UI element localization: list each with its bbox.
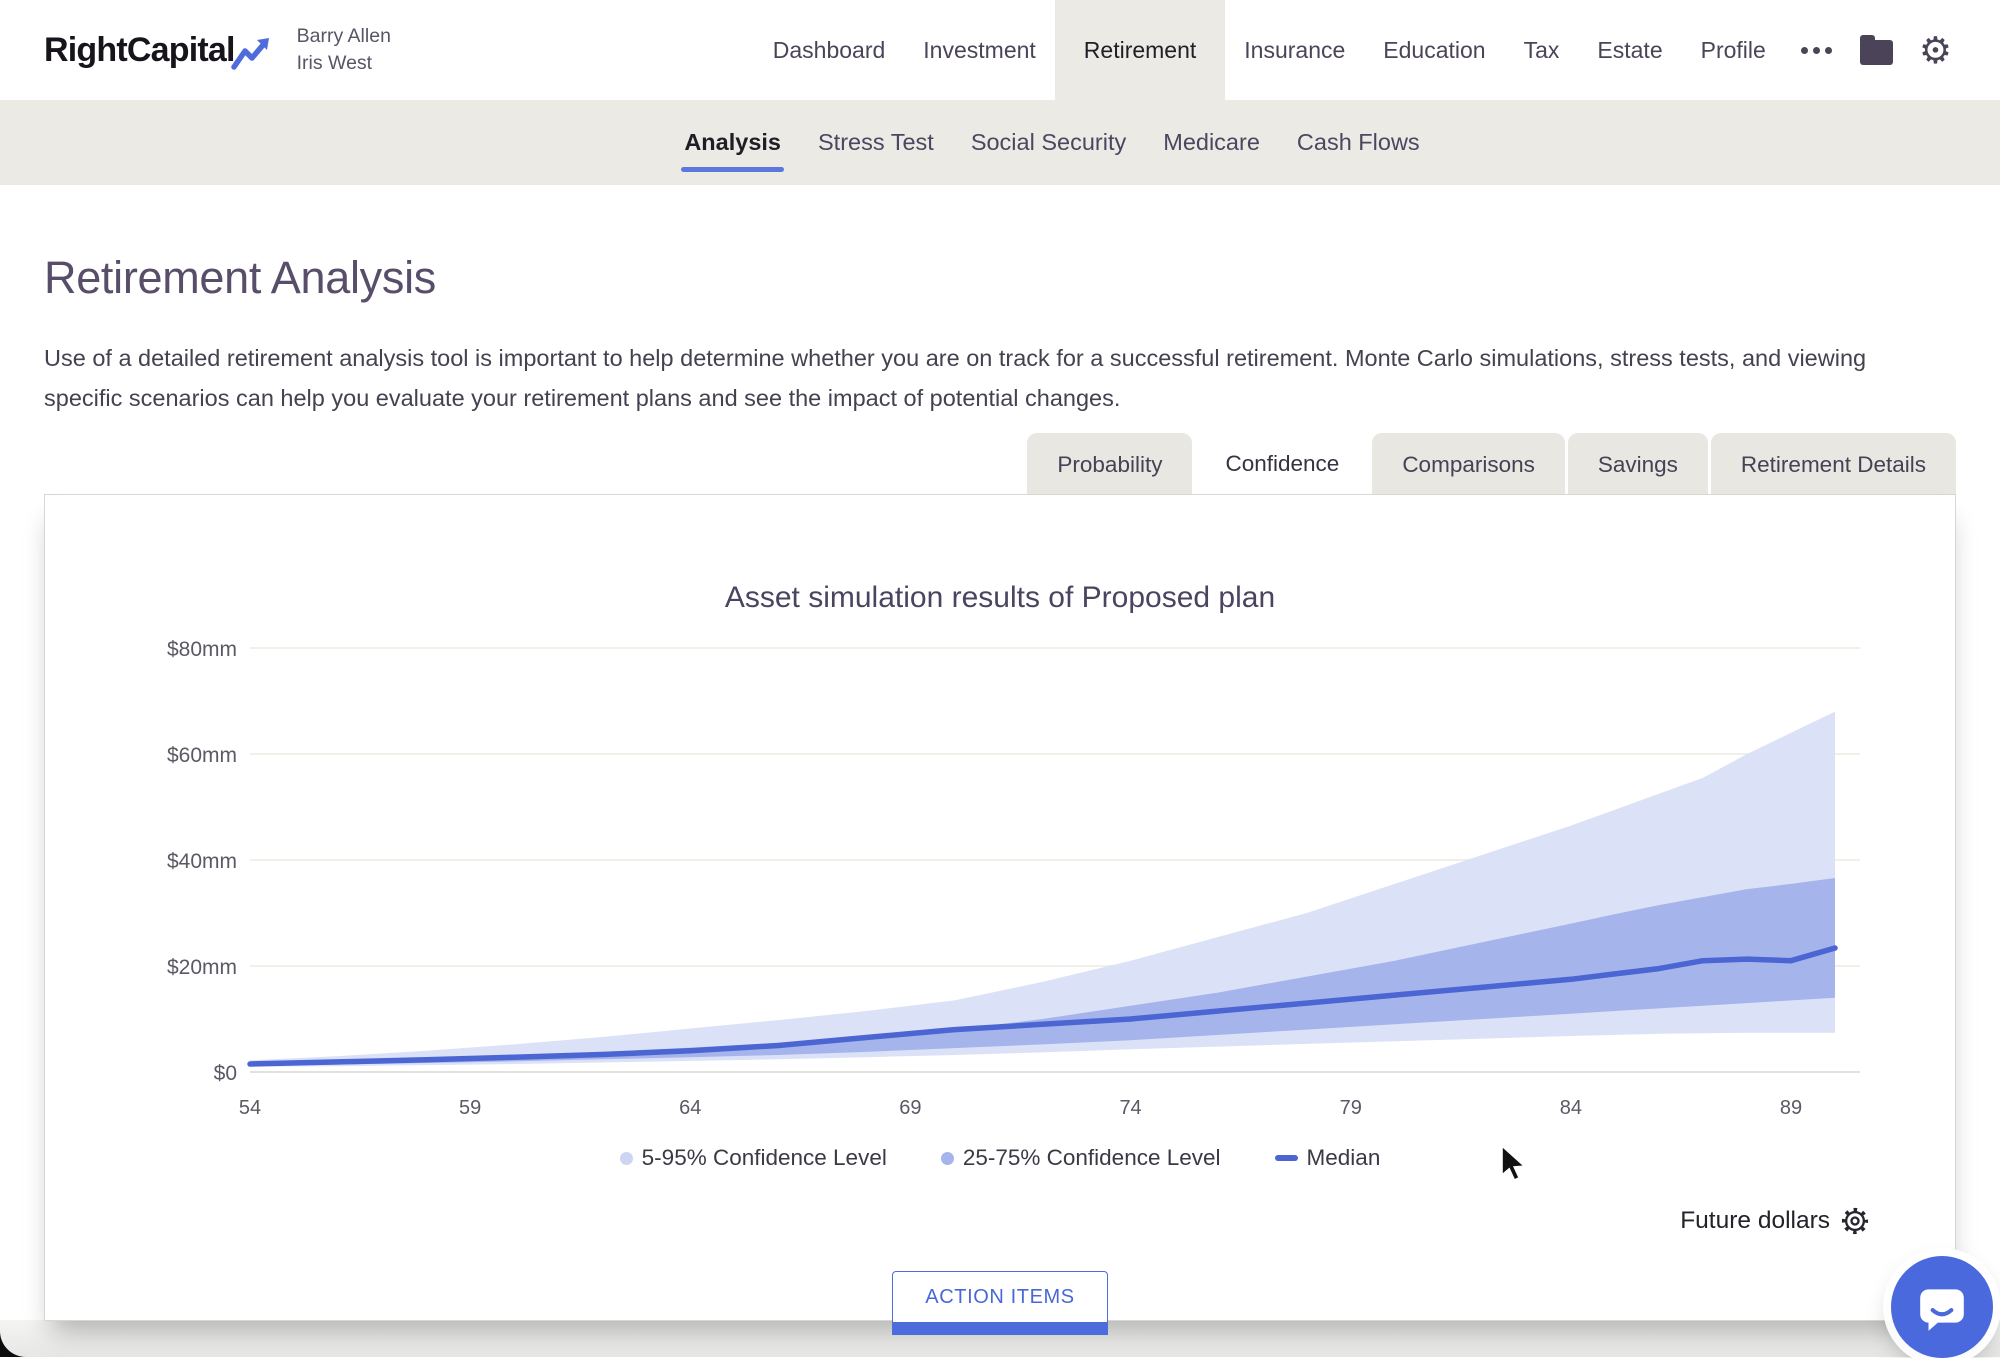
nav-item-investment[interactable]: Investment	[923, 36, 1036, 63]
navbar-icon-group: ⚙	[1799, 0, 1952, 100]
svg-text:64: 64	[679, 1097, 701, 1119]
inner-band-swatch-icon	[940, 1151, 954, 1165]
logo-arrow-icon	[230, 38, 269, 70]
svg-text:69: 69	[899, 1097, 921, 1119]
subnav-item-analysis[interactable]: Analysis	[681, 119, 784, 172]
folder-icon[interactable]	[1859, 35, 1893, 65]
main-nav: Dashboard Investment Retirement Insuranc…	[754, 0, 1785, 100]
page-description: Use of a detailed retirement analysis to…	[44, 345, 1867, 411]
nav-item-estate[interactable]: Estate	[1597, 36, 1663, 63]
nav-item-education[interactable]: Education	[1383, 36, 1486, 63]
legend-item-median[interactable]: Median	[1274, 1145, 1381, 1171]
tab-probability[interactable]: Probability	[1027, 433, 1193, 496]
chat-bubble-icon	[1920, 1289, 1964, 1331]
retirement-subnav: Analysis Stress Test Social Security Med…	[0, 100, 2000, 185]
svg-text:54: 54	[239, 1097, 261, 1119]
top-navbar: RightCapital Barry Allen Iris West Dashb…	[0, 0, 2000, 100]
legend-label: 5-95% Confidence Level	[641, 1145, 887, 1170]
svg-text:84: 84	[1560, 1097, 1582, 1119]
svg-text:$80mm: $80mm	[167, 638, 237, 661]
confidence-chart-panel: $80mm $60mm $40mm $20mm $0 54 59 64 69 74 79 84 89 A…	[44, 494, 1956, 1321]
svg-text:59: 59	[459, 1097, 481, 1119]
nav-item-retirement[interactable]: Retirement	[1054, 0, 1226, 100]
units-settings-gear-icon[interactable]	[1841, 1207, 1869, 1235]
svg-text:$20mm: $20mm	[167, 956, 237, 979]
client-name-primary: Barry Allen	[296, 25, 391, 47]
legend-item-inner-band[interactable]: 25-75% Confidence Level	[940, 1145, 1221, 1171]
svg-text:79: 79	[1340, 1097, 1362, 1119]
legend-label: Median	[1306, 1145, 1381, 1170]
subnav-item-stress-test[interactable]: Stress Test	[818, 129, 934, 155]
chart-tabs: Probability Confidence Comparisons Savin…	[1027, 431, 1956, 496]
action-items-button[interactable]: ACTION ITEMS	[892, 1271, 1108, 1324]
nav-item-insurance[interactable]: Insurance	[1244, 36, 1346, 63]
legend-item-outer-band[interactable]: 5-95% Confidence Level	[619, 1145, 887, 1171]
units-label: Future dollars	[1680, 1207, 1830, 1234]
rightcapital-logo: RightCapital	[44, 30, 235, 69]
more-menu-icon[interactable]	[1799, 41, 1834, 60]
svg-text:74: 74	[1119, 1097, 1141, 1119]
tab-retirement-details[interactable]: Retirement Details	[1710, 433, 1956, 496]
dollar-units-control: Future dollars	[1680, 1207, 1869, 1235]
subnav-item-social-security[interactable]: Social Security	[970, 129, 1127, 155]
svg-text:89: 89	[1780, 1097, 1802, 1119]
svg-text:$60mm: $60mm	[167, 744, 237, 767]
client-name-secondary: Iris West	[296, 52, 373, 74]
svg-text:$40mm: $40mm	[167, 850, 237, 873]
tab-confidence[interactable]: Confidence	[1195, 431, 1370, 496]
subnav-item-cash-flows[interactable]: Cash Flows	[1296, 129, 1420, 155]
chart-title: Asset simulation results of Proposed pla…	[724, 581, 1276, 614]
chart-legend: 5-95% Confidence Level 25-75% Confidence…	[45, 1145, 1955, 1171]
svg-text:$0: $0	[214, 1062, 237, 1085]
nav-item-profile[interactable]: Profile	[1700, 36, 1766, 63]
brand: RightCapital	[44, 0, 273, 100]
tab-savings[interactable]: Savings	[1567, 433, 1708, 496]
settings-gear-icon[interactable]: ⚙	[1918, 28, 1952, 72]
legend-label: 25-75% Confidence Level	[962, 1145, 1221, 1170]
action-items-button-bar	[892, 1322, 1108, 1335]
client-names[interactable]: Barry Allen Iris West	[297, 23, 391, 77]
page-title: Retirement Analysis	[44, 252, 436, 303]
nav-item-dashboard[interactable]: Dashboard	[772, 36, 886, 63]
confidence-interval-chart: $80mm $60mm $40mm $20mm $054 59 64 69 74 79 84 89	[167, 638, 1860, 1119]
nav-item-tax[interactable]: Tax	[1523, 36, 1560, 63]
median-swatch-icon	[1274, 1155, 1298, 1161]
tab-comparisons[interactable]: Comparisons	[1372, 433, 1565, 496]
subnav-item-medicare[interactable]: Medicare	[1163, 129, 1260, 155]
outer-band-swatch-icon	[619, 1151, 633, 1165]
chat-launcher-button[interactable]	[1891, 1256, 1993, 1358]
